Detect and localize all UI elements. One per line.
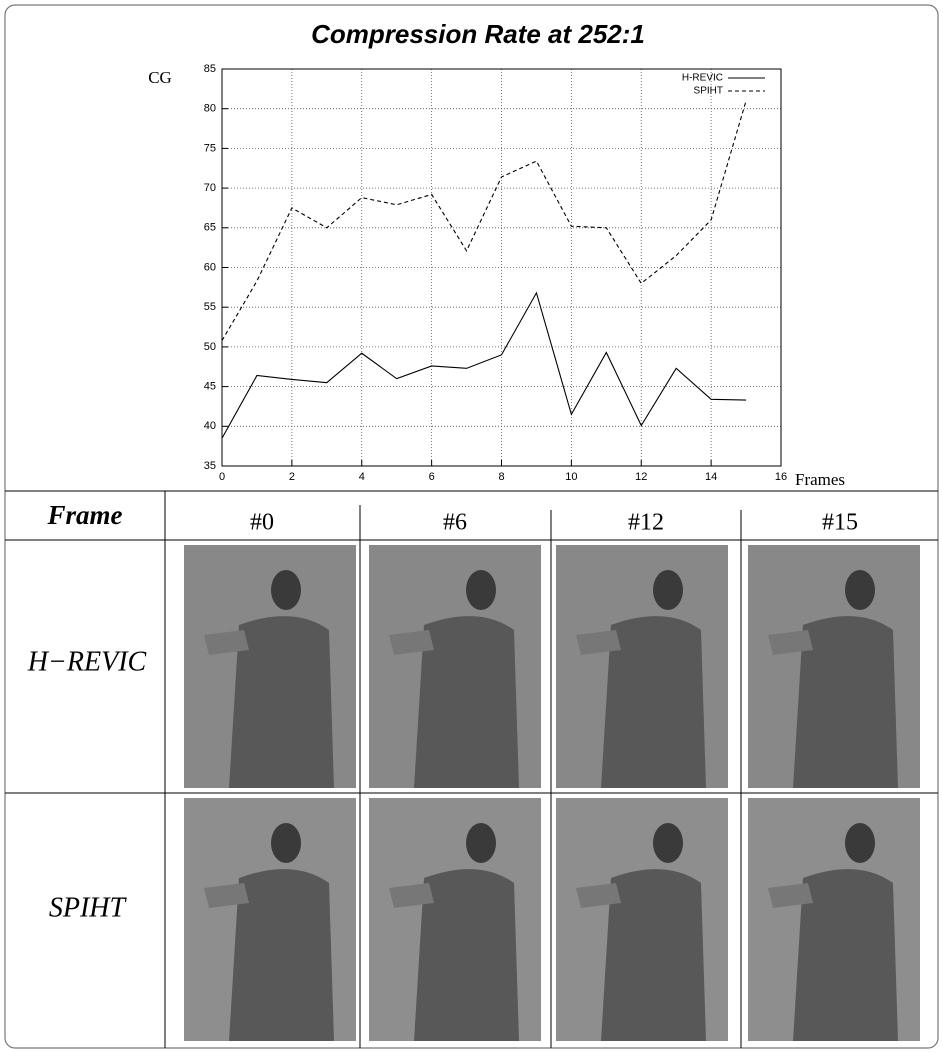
row-label: SPIHT xyxy=(49,892,128,923)
x-axis-label: Frames xyxy=(795,470,845,489)
y-tick-label: 60 xyxy=(204,261,216,273)
y-tick-label: 65 xyxy=(204,222,216,234)
frame-image xyxy=(556,545,728,788)
x-tick-label: 8 xyxy=(498,471,504,483)
frame-image xyxy=(184,545,356,788)
y-tick-label: 55 xyxy=(204,301,216,313)
chart-title: Compression Rate at 252:1 xyxy=(311,19,645,49)
y-tick-label: 75 xyxy=(204,142,216,154)
figure-head xyxy=(653,823,683,863)
figure-head xyxy=(845,823,875,863)
row-label: H−REVIC xyxy=(27,646,147,677)
x-tick-label: 0 xyxy=(219,471,225,483)
legend-label: H-REVIC xyxy=(682,73,723,84)
figure: Compression Rate at 252:1 CG Frames 3540… xyxy=(0,0,943,1053)
x-tick-label: 12 xyxy=(635,471,647,483)
header-cell: #0 xyxy=(250,510,274,536)
frame-image xyxy=(369,798,541,1041)
y-tick-label: 70 xyxy=(204,182,216,194)
header-cell: #12 xyxy=(628,510,664,536)
y-tick-label: 50 xyxy=(204,341,216,353)
frame-image xyxy=(748,545,920,788)
figure-head xyxy=(845,570,875,610)
figure-head xyxy=(271,823,301,863)
header-cell: #15 xyxy=(822,510,858,536)
header-cell: #6 xyxy=(443,510,467,536)
frame-image xyxy=(369,545,541,788)
legend-label: SPIHT xyxy=(694,86,723,97)
y-tick-label: 85 xyxy=(204,63,216,75)
frame-image xyxy=(556,798,728,1041)
x-tick-label: 6 xyxy=(429,471,435,483)
y-tick-label: 40 xyxy=(204,420,216,432)
figure-head xyxy=(466,823,496,863)
x-tick-label: 16 xyxy=(775,471,787,483)
y-tick-label: 80 xyxy=(204,103,216,115)
y-tick-label: 45 xyxy=(204,381,216,393)
figure-head xyxy=(466,570,496,610)
figure-head xyxy=(271,570,301,610)
figure-head xyxy=(653,570,683,610)
header-cell: Frame xyxy=(46,500,122,530)
x-tick-label: 2 xyxy=(289,471,295,483)
x-tick-label: 4 xyxy=(359,471,365,483)
x-tick-label: 14 xyxy=(705,471,717,483)
y-axis-label: CG xyxy=(148,68,172,87)
frame-image xyxy=(748,798,920,1041)
y-tick-label: 35 xyxy=(204,460,216,472)
frame-image xyxy=(184,798,356,1041)
x-tick-label: 10 xyxy=(565,471,577,483)
